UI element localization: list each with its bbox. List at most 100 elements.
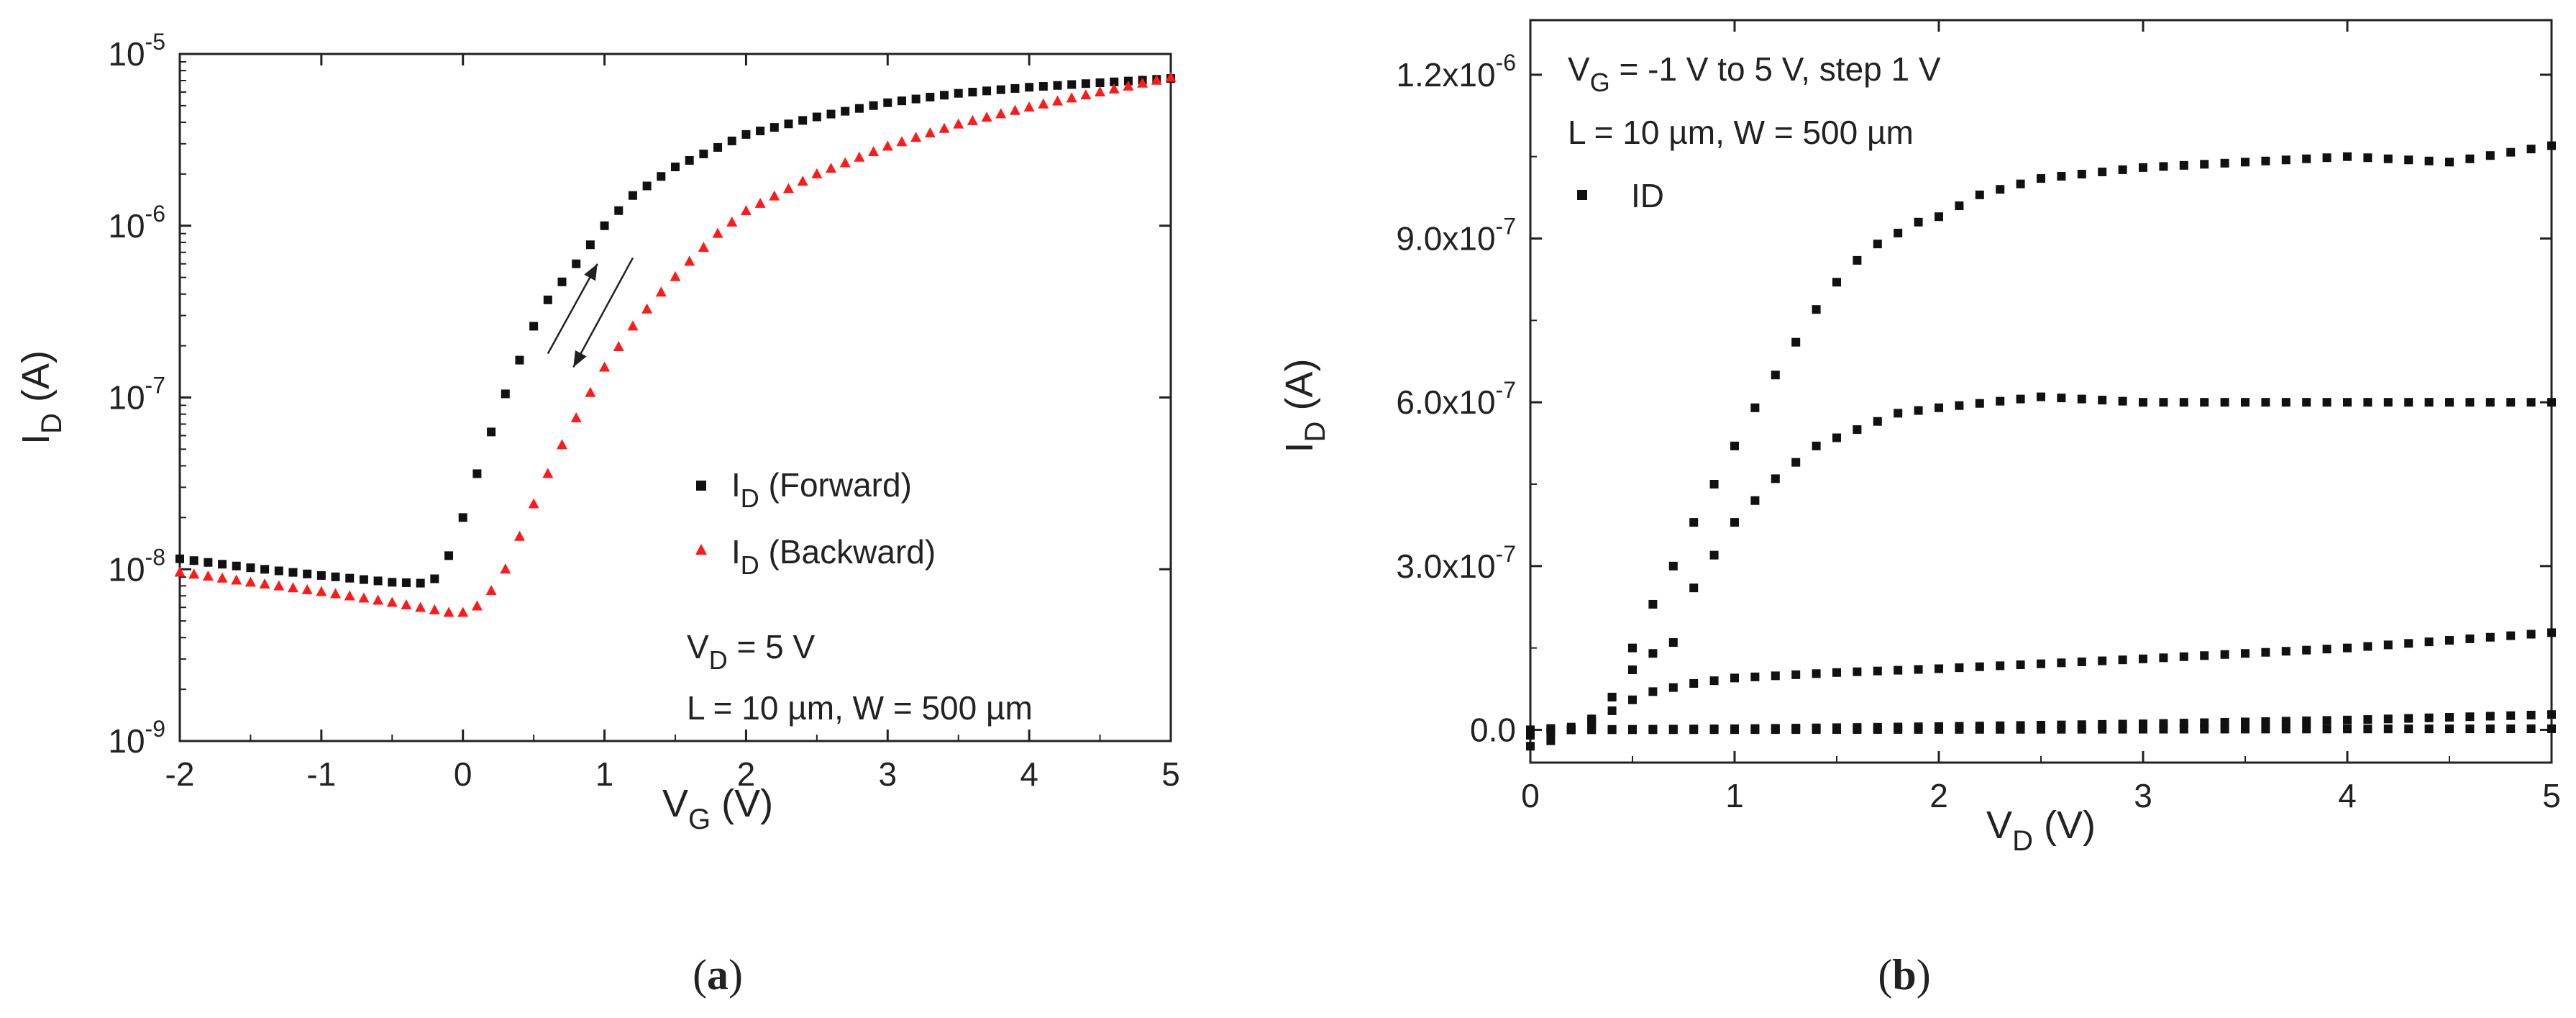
data-point-id <box>1730 673 1739 683</box>
hysteresis-arrowhead-up <box>584 263 598 281</box>
data-point-forward <box>671 162 680 171</box>
data-point-id <box>1648 649 1658 658</box>
data-point-id <box>2383 640 2393 650</box>
data-point-id <box>1955 201 1964 210</box>
data-point-id <box>2424 156 2434 165</box>
data-point-backward <box>641 303 653 314</box>
data-point-id <box>2465 712 2475 722</box>
data-point-backward <box>811 168 823 178</box>
data-point-backward <box>1151 74 1162 85</box>
data-point-id <box>2261 717 2270 726</box>
data-point-backward <box>471 600 483 611</box>
data-point-forward <box>1110 77 1119 86</box>
data-point-backward <box>655 286 667 297</box>
series-id-curve-1 <box>1526 141 2556 751</box>
data-point-id <box>2261 156 2270 165</box>
data-point-id <box>2118 396 2127 406</box>
data-point-forward <box>713 142 723 152</box>
data-point-id <box>1607 706 1617 715</box>
data-point-id <box>2322 398 2331 407</box>
data-point-id <box>2322 716 2331 725</box>
data-point-forward <box>288 568 298 577</box>
data-point-backward <box>981 112 992 122</box>
data-point-id <box>2445 158 2454 167</box>
series-forward <box>175 74 1175 588</box>
data-point-id <box>2343 715 2352 724</box>
data-point-backward <box>754 197 766 208</box>
data-point-id <box>2363 642 2372 651</box>
legend-marker-backward <box>695 544 707 555</box>
data-point-forward <box>826 109 836 119</box>
legend-label-backward: ID (Backward) <box>731 533 936 580</box>
y-tick-label-b: 0.0 <box>1470 711 1516 748</box>
data-point-backward <box>967 114 978 125</box>
data-point-forward <box>968 88 977 97</box>
data-point-id <box>2485 398 2495 407</box>
data-point-id <box>1750 725 1760 735</box>
data-point-backward <box>273 580 285 591</box>
data-point-forward <box>303 569 312 578</box>
data-point-forward <box>487 427 496 437</box>
data-point-id <box>2485 712 2495 721</box>
x-tick-label-a: 4 <box>1020 755 1038 793</box>
data-point-id <box>2343 643 2352 653</box>
data-point-id <box>2281 398 2290 407</box>
data-point-forward <box>1067 80 1077 89</box>
data-point-id <box>2281 717 2290 726</box>
data-point-id <box>2281 647 2290 656</box>
data-point-id <box>2404 724 2413 734</box>
data-point-forward <box>699 149 708 158</box>
data-point-id <box>2220 717 2229 727</box>
data-point-backward <box>330 588 342 599</box>
data-point-id <box>1975 662 1984 671</box>
data-point-id <box>1771 725 1780 735</box>
data-point-backward <box>910 132 922 142</box>
data-point-id <box>1894 228 1903 237</box>
data-point-backward <box>938 122 950 133</box>
data-point-id <box>2098 656 2107 665</box>
data-point-id <box>2465 634 2475 643</box>
data-point-id <box>1689 518 1699 527</box>
data-point-id <box>2383 398 2393 407</box>
data-point-id <box>2200 651 2209 660</box>
data-point-id <box>1628 643 1637 653</box>
x-tick-label-a: 5 <box>1161 755 1180 793</box>
series-id-curve-2 <box>1526 392 2556 740</box>
y-tick-label-b: 6.0x10-7 <box>1396 377 1516 421</box>
data-point-id <box>2241 717 2250 727</box>
data-point-forward <box>359 575 368 584</box>
data-point-id <box>2077 657 2086 666</box>
data-point-forward <box>232 561 241 571</box>
data-point-id <box>1873 240 1882 249</box>
data-point-id <box>2383 714 2393 724</box>
data-point-id <box>1812 669 1821 678</box>
data-point-id <box>1771 671 1780 681</box>
data-point-forward <box>926 92 935 101</box>
data-point-id <box>1996 661 2005 671</box>
y-axis-label-a: ID (A) <box>14 350 68 445</box>
data-point-backward <box>1123 80 1134 91</box>
data-point-id <box>2383 724 2393 734</box>
data-point-id <box>2118 165 2127 174</box>
data-point-id <box>2526 145 2536 154</box>
data-point-backward <box>401 599 412 609</box>
data-point-id <box>1771 371 1780 380</box>
data-point-id <box>2098 724 2107 734</box>
data-point-id <box>2445 724 2454 734</box>
data-point-id <box>1791 725 1801 735</box>
data-point-id <box>1955 663 1964 673</box>
data-point-id <box>2057 658 2066 668</box>
data-point-backward <box>953 118 964 129</box>
data-point-id <box>1914 724 1923 734</box>
data-point-id <box>2506 398 2516 407</box>
data-point-backward <box>216 572 228 583</box>
y-tick-label-a: 10-8 <box>108 544 165 588</box>
data-point-id <box>2506 711 2516 720</box>
data-point-backward <box>570 412 582 422</box>
data-point-forward <box>260 565 270 574</box>
data-point-backward <box>1108 83 1120 94</box>
data-point-id <box>1648 725 1658 735</box>
data-point-id <box>2220 158 2229 168</box>
data-point-backward <box>1165 71 1177 82</box>
